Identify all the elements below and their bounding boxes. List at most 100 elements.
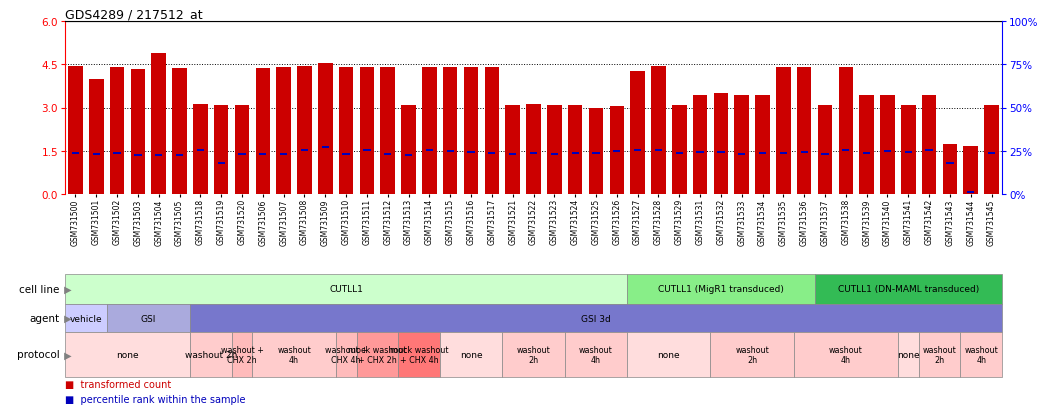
Bar — [963, 146, 978, 195]
Bar — [342, 154, 350, 156]
Bar — [260, 154, 266, 156]
Bar — [801, 152, 808, 154]
Text: none: none — [116, 350, 139, 359]
Bar — [717, 152, 725, 154]
Bar — [839, 67, 853, 195]
Bar — [675, 152, 683, 155]
Text: GSI: GSI — [140, 314, 156, 323]
Bar — [860, 96, 874, 195]
Bar — [693, 95, 708, 195]
Text: cell line: cell line — [20, 284, 60, 294]
Bar — [506, 106, 520, 195]
Text: GSI 3d: GSI 3d — [581, 314, 610, 323]
Bar — [447, 150, 453, 152]
Bar — [464, 67, 478, 195]
Text: none: none — [658, 350, 681, 359]
Bar — [214, 106, 228, 195]
Bar — [905, 152, 912, 154]
Bar — [318, 63, 333, 195]
Text: protocol: protocol — [17, 350, 60, 360]
Text: none: none — [460, 350, 483, 359]
Bar — [405, 154, 413, 157]
Bar — [696, 152, 704, 154]
Text: washout +
CHX 4h: washout + CHX 4h — [325, 345, 367, 364]
Bar — [113, 152, 120, 155]
Bar — [821, 154, 828, 156]
Bar — [72, 152, 80, 155]
Bar — [276, 67, 291, 195]
Text: GDS4289 / 217512_at: GDS4289 / 217512_at — [65, 8, 203, 21]
Bar — [527, 105, 541, 195]
Bar — [422, 67, 437, 195]
Bar — [780, 152, 787, 155]
Text: CUTLL1 (DN-MAML transduced): CUTLL1 (DN-MAML transduced) — [838, 285, 979, 294]
Text: washout
4h: washout 4h — [964, 345, 998, 364]
Bar — [984, 106, 999, 195]
Bar — [467, 152, 474, 154]
Bar — [863, 152, 870, 155]
Bar — [630, 71, 645, 195]
Bar — [152, 54, 166, 195]
Bar — [901, 106, 915, 195]
Bar — [92, 154, 99, 156]
Bar — [173, 69, 186, 195]
Bar — [255, 69, 270, 195]
Text: washout
2h: washout 2h — [922, 345, 956, 364]
Bar — [967, 191, 975, 193]
Bar — [614, 150, 621, 152]
Bar — [738, 154, 745, 156]
Bar — [300, 150, 308, 152]
Bar — [110, 67, 125, 195]
Bar — [884, 151, 891, 153]
Text: washout 2h: washout 2h — [184, 350, 237, 359]
Bar — [401, 105, 416, 195]
Bar — [485, 67, 499, 195]
Bar — [235, 106, 249, 195]
Bar — [426, 150, 433, 152]
Bar — [881, 95, 895, 195]
Bar — [921, 95, 936, 195]
Bar — [218, 162, 225, 165]
Bar — [776, 67, 790, 195]
Text: agent: agent — [29, 313, 60, 323]
Bar — [321, 147, 329, 149]
Text: washout
4h: washout 4h — [829, 345, 863, 364]
Bar — [654, 150, 662, 152]
Bar — [672, 106, 687, 195]
Bar — [547, 105, 561, 195]
Bar — [926, 150, 933, 152]
Text: washout
4h: washout 4h — [579, 345, 612, 364]
Bar — [651, 66, 666, 195]
Text: ■  transformed count: ■ transformed count — [65, 379, 172, 389]
Bar — [567, 106, 582, 195]
Bar — [842, 150, 849, 152]
Bar — [755, 95, 770, 195]
Bar — [134, 154, 141, 157]
Bar — [239, 154, 246, 156]
Bar — [339, 67, 354, 195]
Bar — [588, 108, 603, 195]
Text: CUTLL1: CUTLL1 — [329, 285, 363, 294]
Bar — [380, 67, 395, 195]
Text: ■  percentile rank within the sample: ■ percentile rank within the sample — [65, 394, 245, 404]
Text: mock washout
+ CHX 4h: mock washout + CHX 4h — [389, 345, 448, 364]
Text: CUTLL1 (MigR1 transduced): CUTLL1 (MigR1 transduced) — [658, 285, 784, 294]
Bar — [363, 150, 371, 152]
Bar — [714, 94, 728, 195]
Bar — [131, 69, 146, 195]
Bar — [946, 162, 954, 165]
Text: ▶: ▶ — [61, 313, 71, 323]
Bar — [280, 154, 287, 156]
Bar — [593, 152, 600, 155]
Bar — [384, 154, 392, 156]
Text: washout
4h: washout 4h — [277, 345, 311, 364]
Bar — [443, 68, 458, 195]
Bar — [609, 107, 624, 195]
Text: washout
2h: washout 2h — [735, 345, 768, 364]
Text: vehicle: vehicle — [69, 314, 103, 323]
Bar — [759, 152, 766, 155]
Bar — [634, 150, 641, 152]
Bar — [509, 154, 516, 156]
Bar — [176, 154, 183, 157]
Text: none: none — [897, 350, 919, 359]
